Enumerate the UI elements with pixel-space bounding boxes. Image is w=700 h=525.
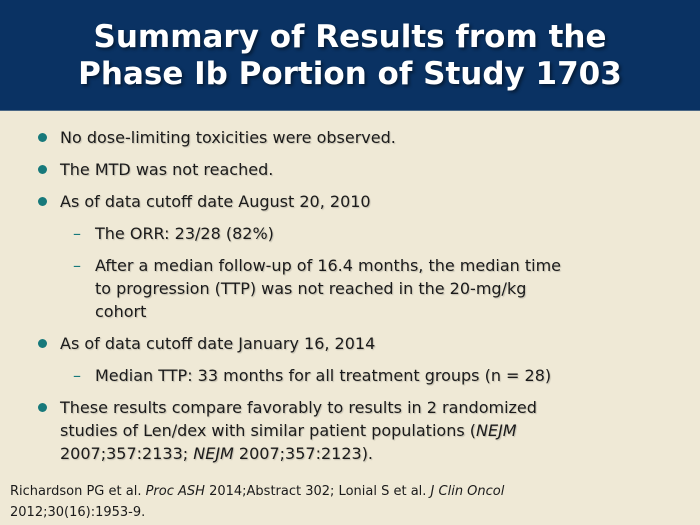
slide-title-line-2: Phase Ib Portion of Study 1703 (78, 56, 622, 92)
text-segment: As of data cutoff date January 16, 2014 (60, 334, 376, 353)
sub-bullet-item: – After a median follow-up of 16.4 months… (0, 254, 700, 323)
dash-icon: – (73, 256, 81, 275)
italic-text-segment: NEJM (476, 421, 517, 440)
text-segment: 2007;357:2123). (233, 444, 374, 463)
bullet-dot-icon (38, 197, 47, 206)
text-segment: These results compare favorably to resul… (60, 398, 537, 417)
text-segment: 2012;30(16):1953-9. (10, 505, 146, 520)
bullet-dot-icon (38, 133, 47, 142)
text-line: 2007;357:2133; NEJM 2007;357:2123). (60, 442, 700, 465)
text-line: studies of Len/dex with similar patient … (60, 419, 700, 442)
bullet-item: As of data cutoff date January 16, 2014 (0, 332, 700, 355)
bullet-list: No dose-limiting toxicities were observe… (0, 111, 700, 465)
text-line: The ORR: 23/28 (82%) (95, 222, 700, 245)
item-text: The ORR: 23/28 (82%) (95, 222, 700, 245)
text-segment: The MTD was not reached. (60, 160, 274, 179)
citation: Richardson PG et al. Proc ASH 2014;Abstr… (10, 481, 504, 523)
text-segment: studies of Len/dex with similar patient … (60, 421, 476, 440)
item-text: The MTD was not reached. (60, 158, 700, 181)
slide-title-line-1: Summary of Results from the (93, 19, 607, 55)
italic-text-segment: J Clin Oncol (430, 484, 505, 499)
bullet-dot-icon (38, 190, 60, 206)
text-line: These results compare favorably to resul… (60, 396, 700, 419)
italic-text-segment: NEJM (193, 444, 234, 463)
text-line: No dose-limiting toxicities were observe… (60, 126, 700, 149)
text-segment: to progression (TTP) was not reached in … (95, 279, 527, 298)
item-text: After a median follow-up of 16.4 months,… (95, 254, 700, 323)
text-segment: As of data cutoff date August 20, 2010 (60, 192, 371, 211)
item-text: No dose-limiting toxicities were observe… (60, 126, 700, 149)
text-segment: The ORR: 23/28 (82%) (95, 224, 274, 243)
item-text: As of data cutoff date January 16, 2014 (60, 332, 700, 355)
bullet-item: No dose-limiting toxicities were observe… (0, 126, 700, 149)
item-text: These results compare favorably to resul… (60, 396, 700, 465)
text-segment: No dose-limiting toxicities were observe… (60, 128, 396, 147)
text-segment: Median TTP: 33 months for all treatment … (95, 366, 552, 385)
text-line: The MTD was not reached. (60, 158, 700, 181)
item-text: As of data cutoff date August 20, 2010 (60, 190, 700, 213)
bullet-item: As of data cutoff date August 20, 2010 (0, 190, 700, 213)
text-segment: Richardson PG et al. (10, 484, 146, 499)
bullet-dot-icon (38, 339, 47, 348)
sub-bullet-item: – Median TTP: 33 months for all treatment… (0, 364, 700, 387)
bullet-dot-icon (38, 332, 60, 348)
bullet-dot-icon (38, 403, 47, 412)
text-line: After a median follow-up of 16.4 months,… (95, 254, 700, 277)
sub-bullet-item: – The ORR: 23/28 (82%) (0, 222, 700, 245)
slide-title: Summary of Results from the Phase Ib Por… (0, 0, 700, 93)
text-line: Richardson PG et al. Proc ASH 2014;Abstr… (10, 481, 504, 502)
text-segment: 2014;Abstract 302; Lonial S et al. (204, 484, 431, 499)
text-line: to progression (TTP) was not reached in … (95, 277, 700, 300)
text-line: cohort (95, 300, 700, 323)
bullet-dot-icon (38, 158, 60, 174)
dash-icon: – (73, 224, 81, 243)
text-line: As of data cutoff date January 16, 2014 (60, 332, 700, 355)
bullet-dot-icon (38, 396, 60, 412)
bullet-item: These results compare favorably to resul… (0, 396, 700, 465)
text-line: Median TTP: 33 months for all treatment … (95, 364, 700, 387)
text-segment: cohort (95, 302, 147, 321)
text-segment: 2007;357:2133; (60, 444, 194, 463)
dash-icon: – (73, 366, 81, 385)
text-line: 2012;30(16):1953-9. (10, 502, 504, 523)
text-line: As of data cutoff date August 20, 2010 (60, 190, 700, 213)
text-segment: After a median follow-up of 16.4 months,… (95, 256, 562, 275)
italic-text-segment: Proc ASH (145, 484, 205, 499)
bullet-item: The MTD was not reached. (0, 158, 700, 181)
bullet-dot-icon (38, 165, 47, 174)
item-text: Median TTP: 33 months for all treatment … (95, 364, 700, 387)
bullet-dot-icon (38, 126, 60, 142)
title-band: Summary of Results from the Phase Ib Por… (0, 0, 700, 111)
